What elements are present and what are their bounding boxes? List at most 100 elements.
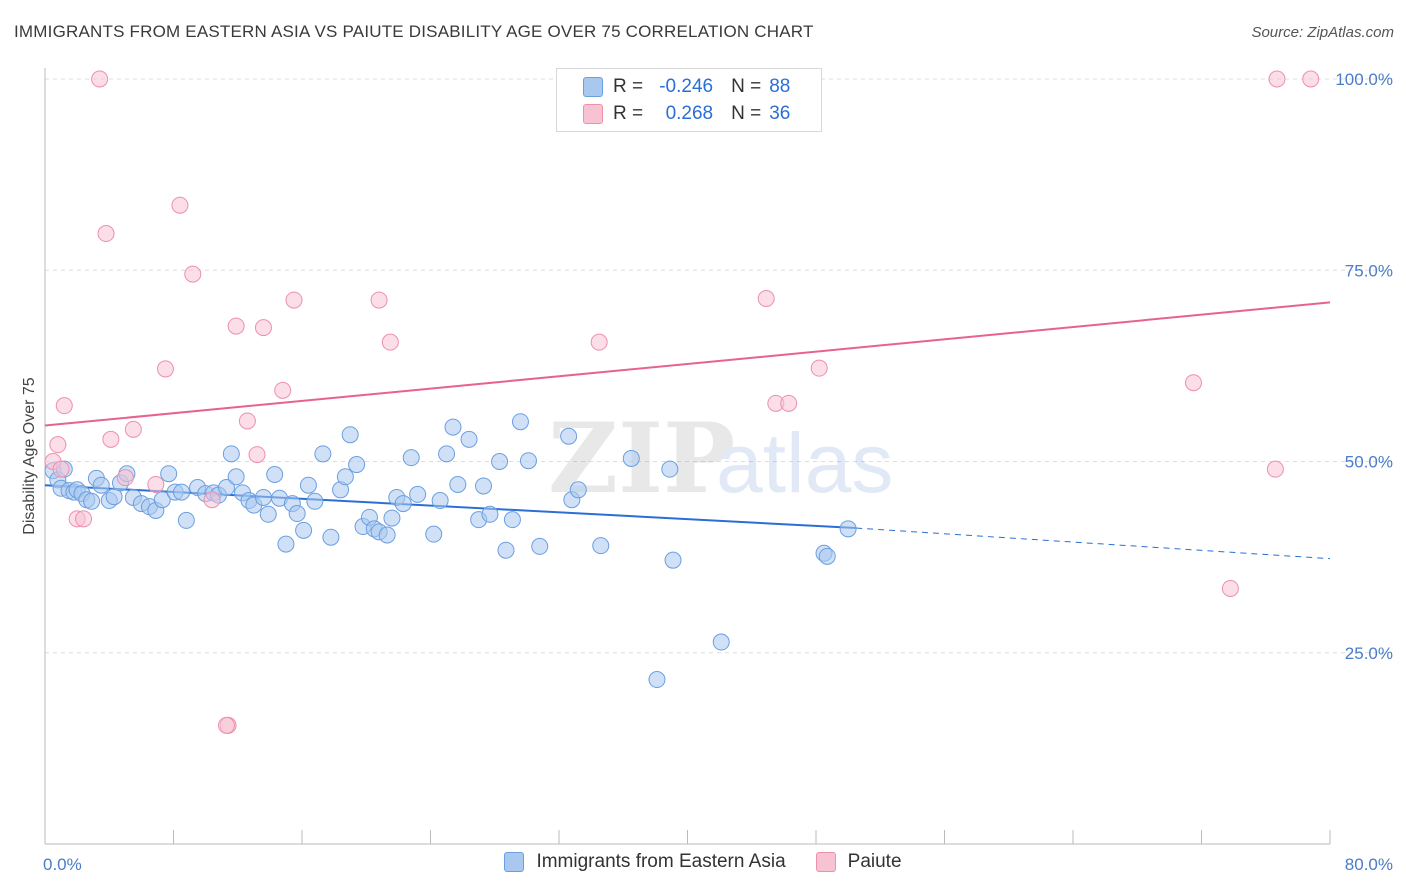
legend-swatch-paiute xyxy=(583,104,603,124)
point-eastern-asia xyxy=(378,526,396,544)
point-eastern-asia xyxy=(425,525,443,543)
point-eastern-asia xyxy=(254,488,272,506)
point-eastern-asia xyxy=(383,509,401,527)
point-eastern-asia xyxy=(288,505,306,523)
point-eastern-asia xyxy=(648,671,666,689)
point-eastern-asia xyxy=(438,445,456,463)
point-paiute xyxy=(218,716,236,734)
point-paiute xyxy=(49,436,67,454)
grid-lines xyxy=(45,78,1392,654)
point-eastern-asia xyxy=(519,452,537,470)
point-eastern-asia xyxy=(491,453,509,470)
r-value-paiute: 0.268 xyxy=(665,103,714,124)
point-paiute xyxy=(381,333,399,351)
x-tick-label-min: 0.0% xyxy=(43,855,82,874)
point-eastern-asia xyxy=(341,426,359,444)
point-paiute xyxy=(147,475,165,493)
point-paiute xyxy=(116,469,134,487)
series-legend: Immigrants from Eastern Asia Paiute xyxy=(0,851,1406,873)
point-eastern-asia xyxy=(306,492,324,510)
point-eastern-asia xyxy=(336,468,354,486)
y-tick-label: 25.0% xyxy=(1345,644,1393,663)
trend-line-paiute xyxy=(44,301,1331,427)
legend-row-paiute: R = 0.268 N = 36 xyxy=(583,102,790,126)
source-label: Source: ZipAtlas.com xyxy=(1251,24,1394,41)
point-eastern-asia xyxy=(569,481,587,499)
legend-row-eastern-asia: R = -0.246 N = 88 xyxy=(583,75,790,99)
n-label: N = xyxy=(731,76,762,97)
legend-swatch-paiute xyxy=(815,852,836,872)
watermark-atlas: atlas xyxy=(716,416,893,510)
trend-line-solid xyxy=(44,301,1331,427)
point-eastern-asia xyxy=(661,460,679,478)
point-eastern-asia xyxy=(622,449,640,467)
n-label: N = xyxy=(731,103,762,124)
y-tick-label: 75.0% xyxy=(1345,261,1393,280)
point-eastern-asia xyxy=(259,505,277,523)
point-eastern-asia xyxy=(266,466,284,484)
point-eastern-asia xyxy=(511,413,529,431)
point-eastern-asia xyxy=(314,445,332,463)
point-paiute xyxy=(171,196,189,214)
point-eastern-asia xyxy=(818,547,836,565)
point-eastern-asia xyxy=(531,537,549,555)
point-paiute xyxy=(810,359,828,377)
watermark: ZIP atlas xyxy=(548,402,893,515)
point-paiute xyxy=(1266,460,1284,478)
point-eastern-asia xyxy=(83,492,101,510)
point-eastern-asia xyxy=(449,475,467,493)
point-paiute xyxy=(91,70,109,88)
legend-label-paiute: Paiute xyxy=(847,851,902,872)
point-paiute xyxy=(203,491,221,509)
legend-item-paiute: Paiute xyxy=(815,851,902,873)
legend-item-eastern-asia: Immigrants from Eastern Asia xyxy=(504,851,786,873)
point-eastern-asia xyxy=(299,476,317,494)
point-paiute xyxy=(590,333,608,351)
point-paiute xyxy=(274,381,292,399)
point-eastern-asia xyxy=(592,537,610,555)
point-eastern-asia xyxy=(560,427,578,445)
points-paiute xyxy=(44,70,1320,734)
n-value-eastern-asia: 88 xyxy=(769,76,791,97)
point-paiute xyxy=(254,319,272,337)
point-eastern-asia xyxy=(160,465,178,483)
y-tick-label: 50.0% xyxy=(1345,453,1393,472)
r-value-eastern-asia: -0.246 xyxy=(659,76,714,97)
point-eastern-asia xyxy=(460,430,478,448)
point-paiute xyxy=(52,460,70,478)
correlation-legend: R = -0.246 N = 88 R = 0.268 N = 36 xyxy=(556,68,822,132)
point-eastern-asia xyxy=(105,488,123,506)
point-paiute xyxy=(238,412,256,430)
r-label: R = xyxy=(613,103,644,124)
points-eastern-asia xyxy=(44,413,857,689)
point-eastern-asia xyxy=(503,511,521,529)
point-eastern-asia xyxy=(218,479,236,497)
point-paiute xyxy=(248,446,266,464)
point-paiute xyxy=(370,291,388,309)
point-paiute xyxy=(97,225,115,243)
point-paiute xyxy=(1268,70,1286,88)
point-eastern-asia xyxy=(348,456,366,474)
point-eastern-asia xyxy=(475,477,493,495)
point-paiute xyxy=(55,397,73,415)
point-paiute xyxy=(102,430,120,448)
point-paiute xyxy=(75,510,93,528)
point-eastern-asia xyxy=(497,541,515,559)
y-axis-label: Disability Age Over 75 xyxy=(21,377,38,535)
point-paiute xyxy=(184,265,202,283)
point-eastern-asia xyxy=(222,445,240,463)
point-eastern-asia xyxy=(481,505,499,523)
point-eastern-asia xyxy=(227,468,245,486)
point-eastern-asia xyxy=(177,511,195,529)
point-eastern-asia xyxy=(394,495,412,513)
x-tick-label-max: 80.0% xyxy=(1345,855,1393,874)
legend-label-eastern-asia: Immigrants from Eastern Asia xyxy=(536,851,786,872)
point-paiute xyxy=(124,420,142,438)
x-tick-labels: 0.0% 80.0% xyxy=(43,855,1393,874)
point-eastern-asia xyxy=(295,521,313,539)
point-eastern-asia xyxy=(92,476,110,494)
point-paiute xyxy=(1302,70,1320,88)
n-value-paiute: 36 xyxy=(769,103,791,124)
point-eastern-asia xyxy=(431,492,449,510)
